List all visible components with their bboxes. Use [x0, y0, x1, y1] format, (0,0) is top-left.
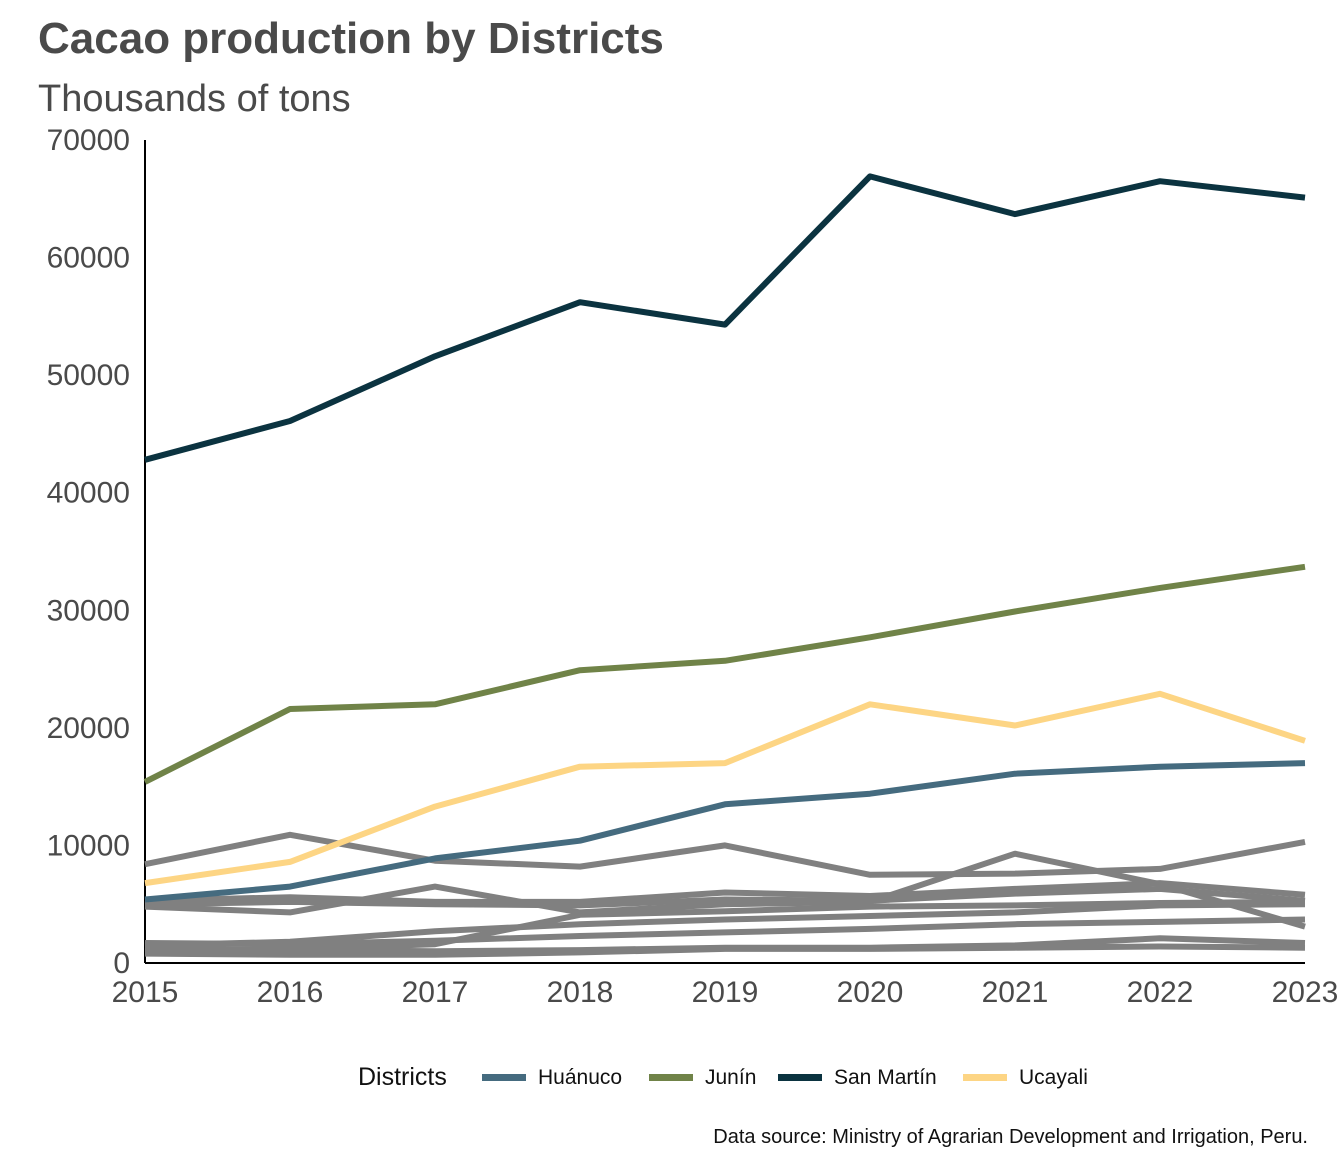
legend-swatch-ucayali — [963, 1074, 1007, 1081]
x-tick-label: 2016 — [257, 976, 324, 1009]
y-tick-label: 10000 — [47, 829, 130, 862]
legend-title: Districts — [358, 1063, 447, 1091]
background-district-line-4 — [144, 885, 1306, 909]
x-tick-label: 2018 — [547, 976, 614, 1009]
data-source-caption: Data source: Ministry of Agrarian Develo… — [713, 1126, 1308, 1148]
y-tick-label: 50000 — [47, 359, 130, 392]
legend-label-junin: Junín — [705, 1066, 757, 1089]
series-line-junin — [143, 563, 1306, 785]
x-tick-label: 2020 — [837, 976, 904, 1009]
legend-swatch-san-martin — [778, 1074, 822, 1081]
y-tick-label: 20000 — [47, 712, 130, 745]
series-line-huanuco — [144, 760, 1306, 903]
background-district-line-8 — [144, 943, 1306, 958]
x-tick-label: 2017 — [402, 976, 469, 1009]
background-district-line-9 — [144, 916, 1306, 948]
background-district-line-5 — [144, 898, 1306, 955]
chart-subtitle: Thousands of tons — [38, 78, 351, 120]
series-line-ucayali — [144, 690, 1306, 887]
series-line-san-martin — [144, 173, 1306, 463]
y-tick-label: 0 — [113, 947, 130, 980]
x-tick-label: 2015 — [112, 976, 179, 1009]
legend-label-ucayali: Ucayali — [1019, 1066, 1088, 1089]
legend-swatch-huanuco — [482, 1074, 526, 1081]
y-tick-label: 60000 — [47, 242, 130, 275]
legend-label-san-martin: San Martín — [834, 1066, 937, 1089]
legend-label-huanuco: Huánuco — [538, 1066, 623, 1089]
background-district-line-3 — [144, 880, 1306, 905]
background-district-line-6 — [144, 901, 1306, 949]
x-tick-label: 2021 — [982, 976, 1049, 1009]
x-tick-label: 2023 — [1272, 976, 1339, 1009]
y-tick-label: 30000 — [47, 594, 130, 627]
chart-title: Cacao production by Districts — [38, 14, 664, 63]
y-tick-label: 70000 — [47, 124, 130, 157]
y-tick-label: 40000 — [47, 477, 130, 510]
legend: Districts Huánuco Junín San Martín Ucaya… — [0, 1060, 1344, 1100]
background-district-line-1 — [144, 831, 1306, 878]
x-tick-label: 2022 — [1127, 976, 1194, 1009]
legend-swatch-junin — [649, 1074, 693, 1081]
x-tick-label: 2019 — [692, 976, 759, 1009]
